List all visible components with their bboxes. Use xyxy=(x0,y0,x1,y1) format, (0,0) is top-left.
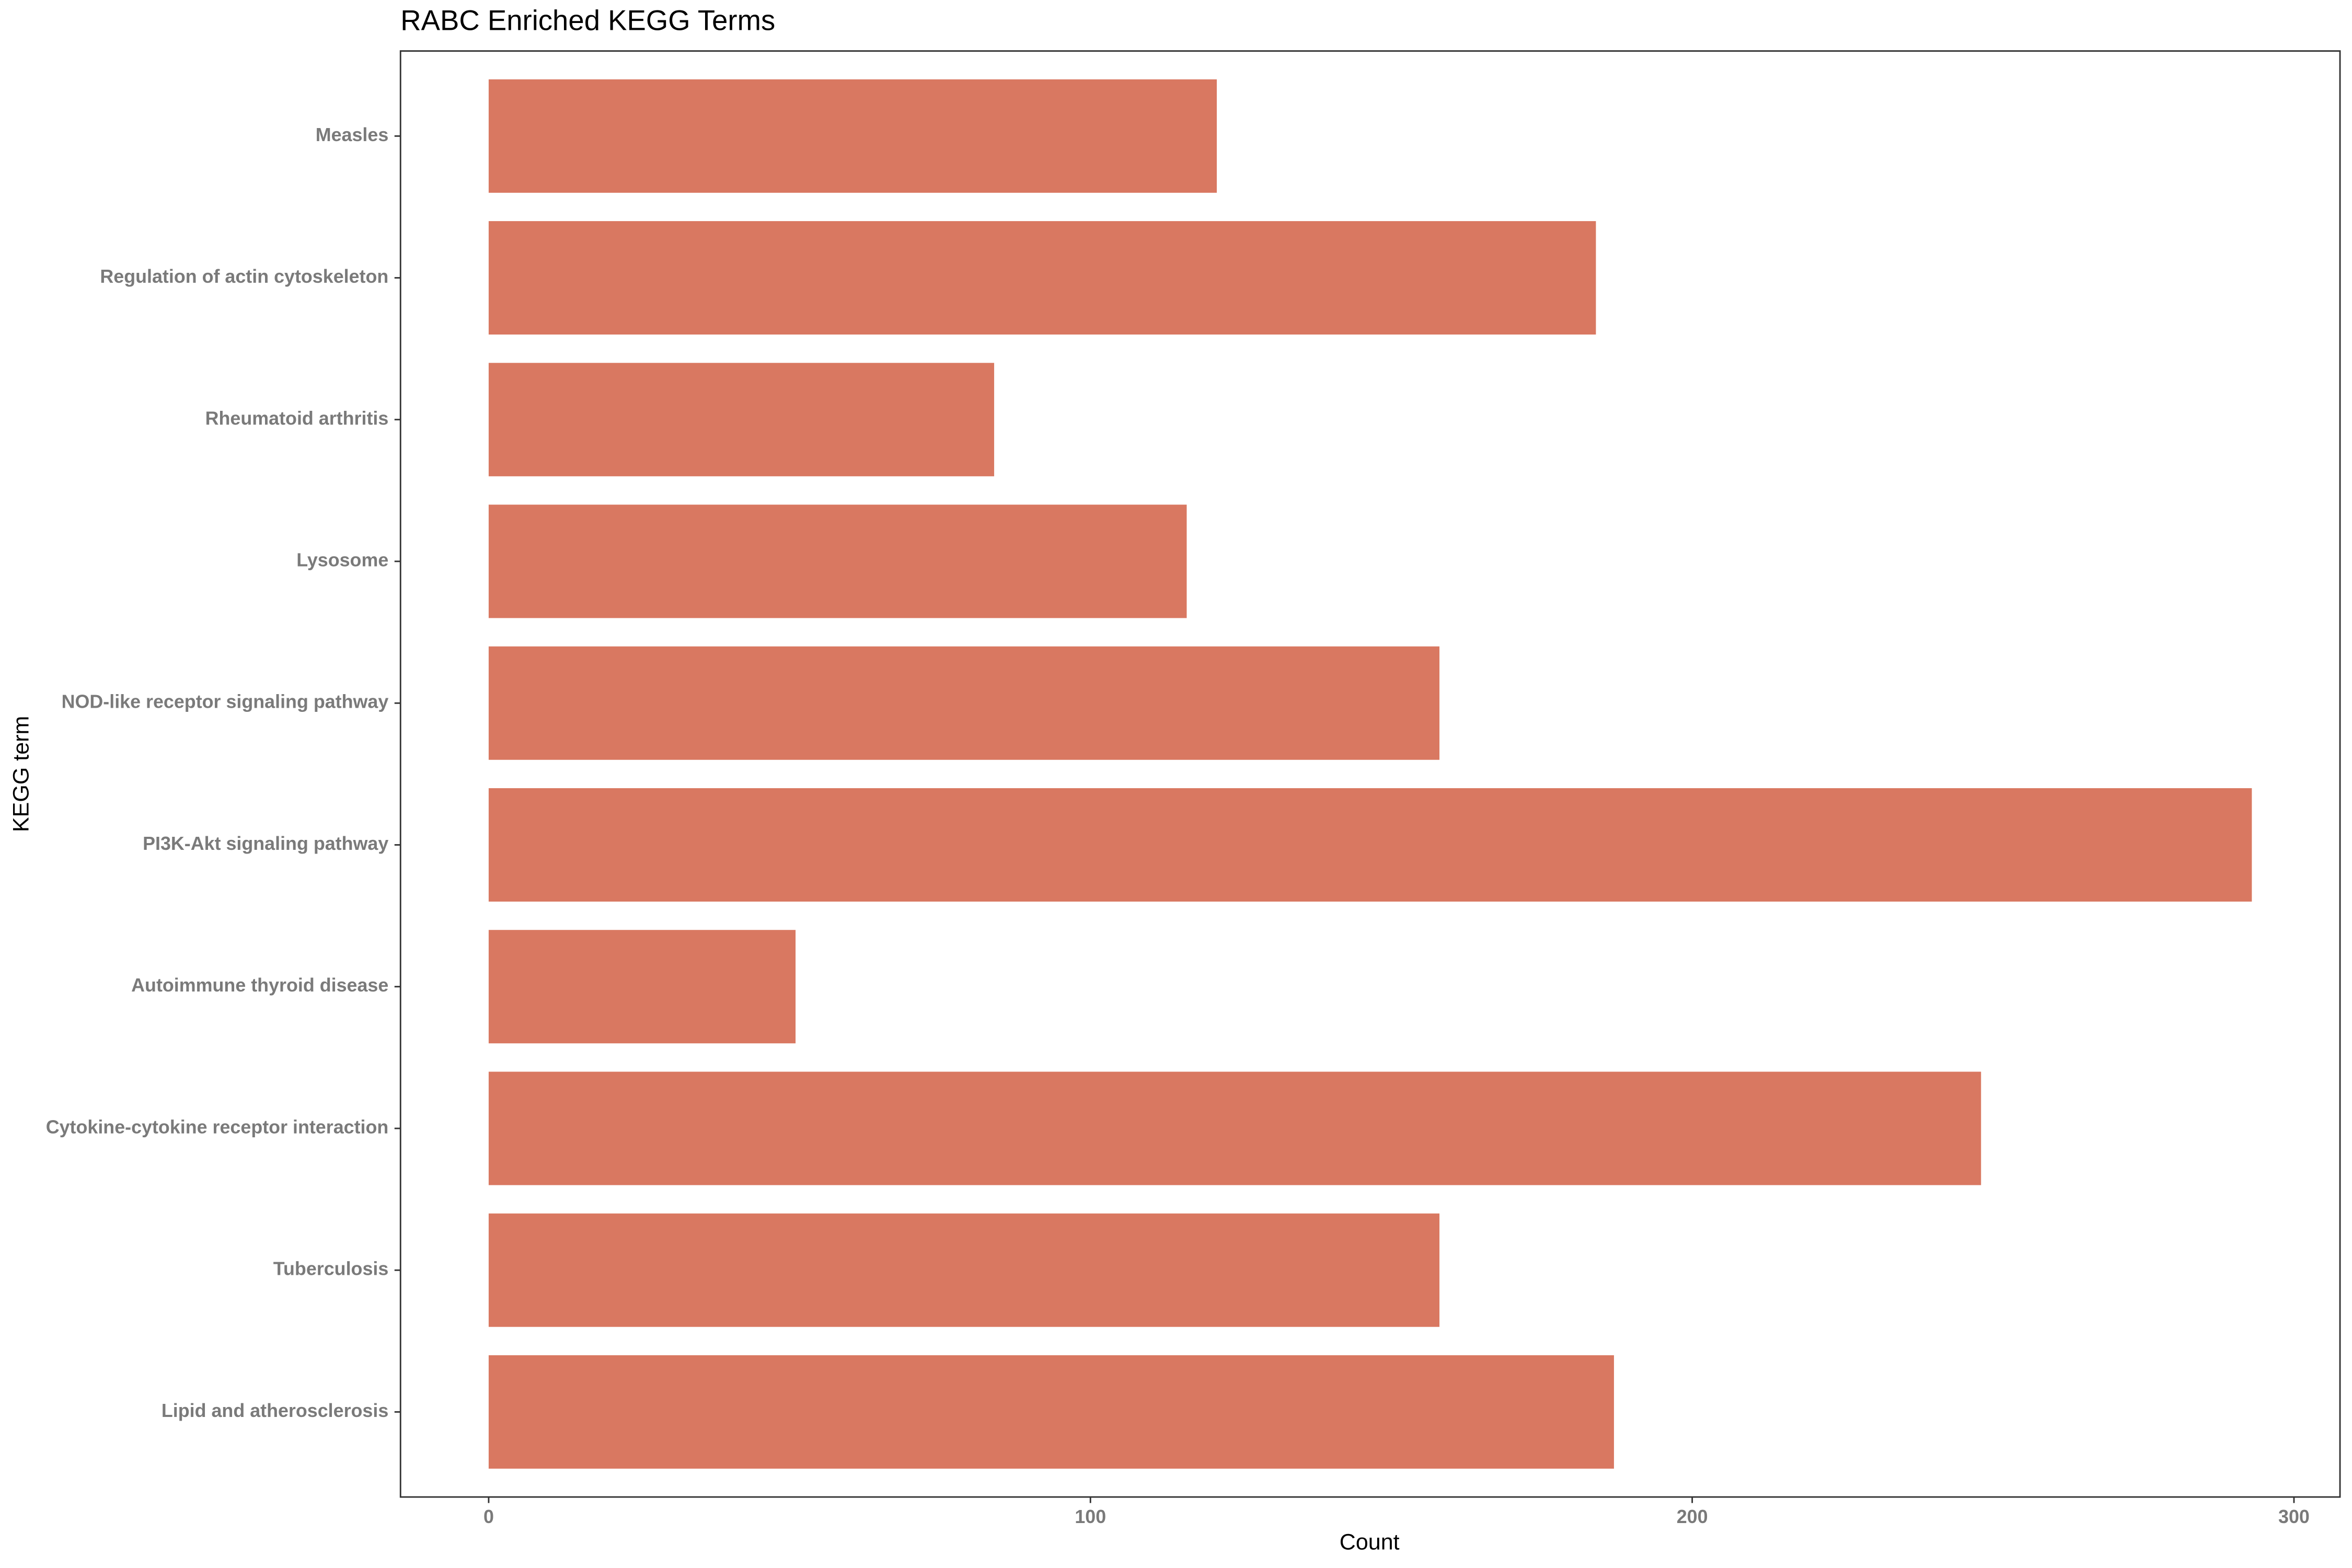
y-axis-title: KEGG term xyxy=(8,716,33,832)
chart-title: RABC Enriched KEGG Terms xyxy=(400,4,775,36)
bar xyxy=(488,221,1596,335)
y-tick-label: Autoimmune thyroid disease xyxy=(131,975,388,996)
x-axis-title: Count xyxy=(1340,1530,1400,1555)
bar xyxy=(488,1213,1440,1327)
x-tick-label: 0 xyxy=(483,1506,494,1527)
y-tick-label: Lipid and atherosclerosis xyxy=(162,1400,388,1421)
y-tick-label: Tuberculosis xyxy=(273,1259,389,1279)
y-tick-label: Regulation of actin cytoskeleton xyxy=(100,266,388,287)
bar xyxy=(488,1071,1981,1185)
y-tick-label: Rheumatoid arthritis xyxy=(205,408,389,429)
bar xyxy=(488,363,995,477)
x-tick-label: 200 xyxy=(1677,1506,1708,1527)
panel-border xyxy=(399,50,2341,1498)
y-tick-label: NOD-like receptor signaling pathway xyxy=(62,691,389,712)
y-tick-label: Cytokine-cytokine receptor interaction xyxy=(46,1116,389,1137)
y-tick-label: PI3K-Akt signaling pathway xyxy=(143,833,388,854)
bar xyxy=(488,930,796,1044)
y-tick-label: Lysosome xyxy=(296,549,388,570)
y-tick-label: Measles xyxy=(316,124,389,145)
bar xyxy=(488,646,1440,760)
bar xyxy=(488,79,1217,193)
x-tick-label: 300 xyxy=(2278,1506,2310,1527)
bar xyxy=(488,1355,1614,1469)
x-tick-label: 100 xyxy=(1075,1506,1106,1527)
bar xyxy=(488,504,1187,618)
bar xyxy=(488,788,2252,902)
plot-area: 0 100 200 300 Measles Regulation of actin cyt… xyxy=(46,79,2310,1527)
